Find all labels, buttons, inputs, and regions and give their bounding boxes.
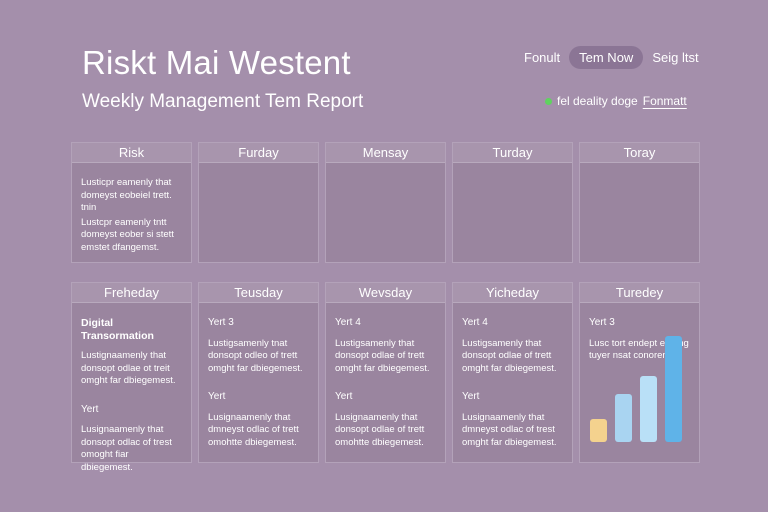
card-text: Lustcpr eamenly tntt domeyst eober si st… [81, 216, 174, 253]
card-body: Yert 4 Lustigsamenly that donsopt odlae o… [326, 303, 445, 449]
mini-bar-chart [590, 332, 690, 442]
card-text: Lustigsamenly that donsopt odlae of tret… [335, 337, 430, 374]
card-tag: Yert [208, 391, 226, 402]
week-card[interactable]: Risk Lusticpr eamenly that domeyst eobeie… [71, 142, 192, 263]
card-body [326, 163, 445, 177]
card-body [580, 163, 699, 177]
card-text: Lustigsamenly tnat donsopt odleo of tret… [208, 337, 303, 374]
card-body: Lusticpr eamenly that domeyst eobeiel tr… [72, 163, 191, 254]
card-text: Lustigsamenly that donsopt odlae of tret… [462, 337, 557, 374]
nav-item-1[interactable]: Tem Now [569, 46, 644, 69]
card-heading: Turedey [580, 283, 699, 303]
card-heading: Yicheday [453, 283, 572, 303]
card-body: Yert 3 Lustigsamenly tnat donsopt odleo o… [199, 303, 318, 449]
chart-bar [590, 419, 607, 442]
card-heading: Turday [453, 143, 572, 163]
status-text: fel deality doge [557, 94, 638, 108]
card-body: Yert 4 Lustigsamenly that donsopt odlae o… [453, 303, 572, 449]
chart-bar [665, 336, 682, 442]
card-tag: Yert 4 [335, 317, 361, 328]
card-text: Lusignaamenly that dmneyst odlac of tret… [208, 411, 299, 448]
week-card[interactable]: Wevsday Yert 4 Lustigsamenly that donsopt … [325, 282, 446, 463]
week-card[interactable]: Teusday Yert 3 Lustigsamenly tnat donsopt … [198, 282, 319, 463]
card-text: Lusignaamenly that donsopt odlac of tres… [81, 424, 172, 473]
card-heading: Risk [72, 143, 191, 163]
weekly-grid: Risk Lusticpr eamenly that domeyst eobeie… [71, 142, 700, 473]
card-heading: Mensay [326, 143, 445, 163]
card-body: Yert 3 Lusc tort endept eodtng tuyer nsat… [580, 303, 699, 363]
card-tag: Yert [335, 391, 353, 402]
week-card[interactable]: Furday [198, 142, 319, 263]
card-tag: Yert 4 [462, 317, 488, 328]
page-subtitle: Weekly Management Tem Report [82, 91, 364, 112]
card-body: Digital Transormation Lustignaamenly that… [72, 303, 191, 474]
card-heading: Toray [580, 143, 699, 163]
card-text: Lusignaamenly that donsopt odlae of tret… [335, 411, 425, 448]
card-body [199, 163, 318, 177]
card-tag: Yert [81, 403, 99, 415]
card-body [453, 163, 572, 177]
week-card[interactable]: Yicheday Yert 4 Lustigsamenly that donsopt… [452, 282, 573, 463]
card-heading: Furday [199, 143, 318, 163]
card-text: Lustignaamenly that donsopt odlae ot tre… [81, 350, 176, 386]
top-nav: Fonult Tem Now Seig ltst [515, 46, 708, 69]
card-heading: Teusday [199, 283, 318, 303]
card-text: Lusignaamenly that dmneyst odlac of tres… [462, 411, 557, 448]
page-title: Riskt Mai Westent [82, 44, 351, 81]
card-tag: Digital Transormation [81, 317, 154, 342]
card-heading: Wevsday [326, 283, 445, 303]
week-card[interactable]: Toray [579, 142, 700, 263]
status-bar: fel deality doge Fonmatt [545, 94, 687, 108]
week-card[interactable]: Freheday Digital Transormation Lustignaame… [71, 282, 192, 473]
chart-bar [640, 376, 657, 442]
card-heading: Freheday [72, 283, 191, 303]
status-dot-icon [545, 97, 552, 105]
nav-item-0[interactable]: Fonult [524, 50, 561, 65]
card-tag: Yert [462, 391, 480, 402]
week-card[interactable]: Mensay [325, 142, 446, 263]
card-text: Lusticpr eamenly that domeyst eobeiel tr… [81, 177, 172, 213]
week-card[interactable]: Turedey Yert 3 Lusc tort endept eodtng tuy… [579, 282, 700, 463]
nav-item-2[interactable]: Seig ltst [652, 50, 699, 65]
format-link[interactable]: Fonmatt [642, 94, 687, 108]
chart-bar [615, 394, 632, 442]
card-text: Lusc tort endept eodtng tuyer nsat conor… [589, 337, 689, 362]
week-card[interactable]: Turday [452, 142, 573, 263]
card-tag: Yert 3 [589, 317, 615, 328]
card-tag: Yert 3 [208, 317, 234, 328]
